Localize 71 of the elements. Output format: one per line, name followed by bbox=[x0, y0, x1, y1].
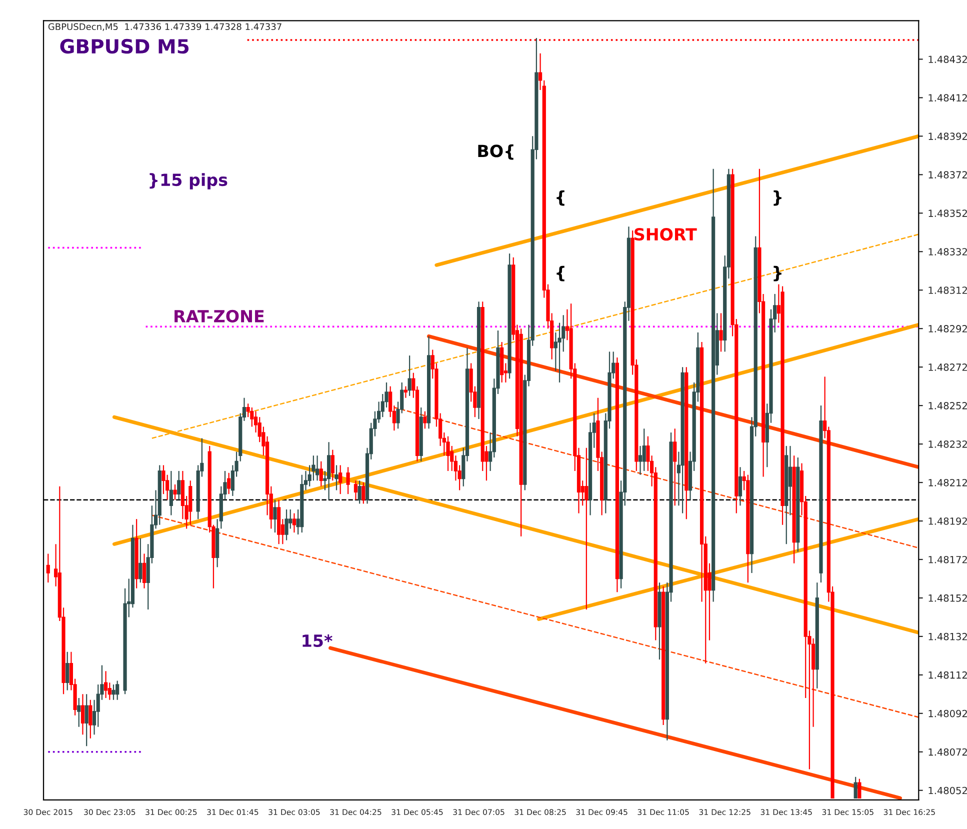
candlestick bbox=[338, 464, 342, 495]
annotation: { bbox=[556, 190, 564, 206]
candlestick bbox=[84, 694, 88, 747]
candlestick bbox=[46, 553, 50, 584]
candlestick bbox=[858, 778, 862, 799]
candlestick bbox=[719, 312, 723, 352]
y-tick-label: 1.48392 bbox=[928, 132, 967, 140]
candlestick bbox=[169, 470, 173, 516]
y-tick-label: 1.48432 bbox=[928, 56, 967, 64]
candlestick bbox=[273, 499, 277, 534]
candlestick bbox=[77, 697, 81, 728]
y-tick-label: 1.48312 bbox=[928, 286, 967, 294]
candlestick bbox=[362, 482, 366, 504]
candlestick bbox=[738, 466, 742, 506]
y-tick-label: 1.48332 bbox=[928, 248, 967, 256]
candlestick bbox=[80, 694, 85, 736]
annotation: 15* bbox=[302, 634, 332, 648]
candlestick bbox=[104, 670, 108, 699]
chart-title: GBPUSDecn,M5 1.47336 1.47339 1.47328 1.47337 bbox=[48, 23, 282, 31]
candlestick bbox=[408, 354, 412, 396]
y-tick-label: 1.48172 bbox=[928, 556, 967, 564]
candlestick bbox=[404, 386, 408, 398]
annotation: { bbox=[556, 266, 564, 282]
candlestick bbox=[642, 428, 646, 472]
annotation: SHORT bbox=[634, 228, 697, 241]
candlestick bbox=[346, 466, 350, 495]
y-tick-label: 1.48232 bbox=[928, 440, 967, 448]
y-tick-label: 1.48132 bbox=[928, 632, 967, 640]
y-tick-label: 1.48252 bbox=[928, 402, 967, 410]
candlestick bbox=[854, 776, 858, 799]
annotation: }15 pips bbox=[150, 173, 228, 190]
candlestick bbox=[788, 445, 792, 516]
candlestick bbox=[292, 512, 296, 534]
annotation: } bbox=[774, 190, 782, 206]
candlestick bbox=[284, 508, 288, 541]
text: GBPUSD M5 bbox=[60, 38, 189, 54]
candlestick bbox=[334, 464, 338, 491]
candlestick bbox=[354, 480, 358, 500]
y-tick-label: 1.48052 bbox=[928, 786, 967, 794]
candlestick bbox=[227, 472, 231, 495]
y-tick-label: 1.48272 bbox=[928, 364, 967, 371]
y-tick-label: 1.48152 bbox=[928, 594, 967, 602]
candlestick bbox=[173, 484, 177, 500]
candlestick bbox=[330, 449, 334, 482]
y-tick-label: 1.48092 bbox=[928, 710, 967, 718]
y-tick-label: 1.48112 bbox=[928, 671, 967, 679]
candlestick bbox=[138, 538, 142, 584]
y-tick-label: 1.48192 bbox=[928, 517, 967, 525]
y-tick-label: 1.48212 bbox=[928, 478, 967, 486]
candlestick bbox=[116, 680, 120, 700]
y-tick-label: 1.48412 bbox=[928, 94, 967, 102]
candlestick bbox=[327, 442, 331, 500]
candlestick bbox=[112, 684, 116, 700]
annotation: RAT-ZONE bbox=[174, 310, 264, 322]
candlestick bbox=[638, 445, 642, 476]
y-tick-label: 1.48352 bbox=[928, 210, 967, 217]
y-tick-label: 1.48372 bbox=[928, 171, 967, 178]
y-tick-label: 1.48072 bbox=[928, 748, 967, 756]
y-tick-label: 1.48292 bbox=[928, 325, 967, 332]
candlestick bbox=[673, 428, 677, 506]
candlestick bbox=[358, 480, 362, 504]
candlestick bbox=[423, 410, 427, 430]
candlestick bbox=[315, 455, 320, 482]
candlestick bbox=[584, 447, 588, 610]
candlestick bbox=[142, 553, 146, 589]
candlestick bbox=[319, 460, 323, 487]
candlestick bbox=[66, 651, 70, 691]
candlestick bbox=[177, 470, 181, 500]
candlestick bbox=[88, 699, 92, 739]
candlestick bbox=[446, 436, 450, 472]
annotation: BO{ bbox=[478, 144, 514, 160]
